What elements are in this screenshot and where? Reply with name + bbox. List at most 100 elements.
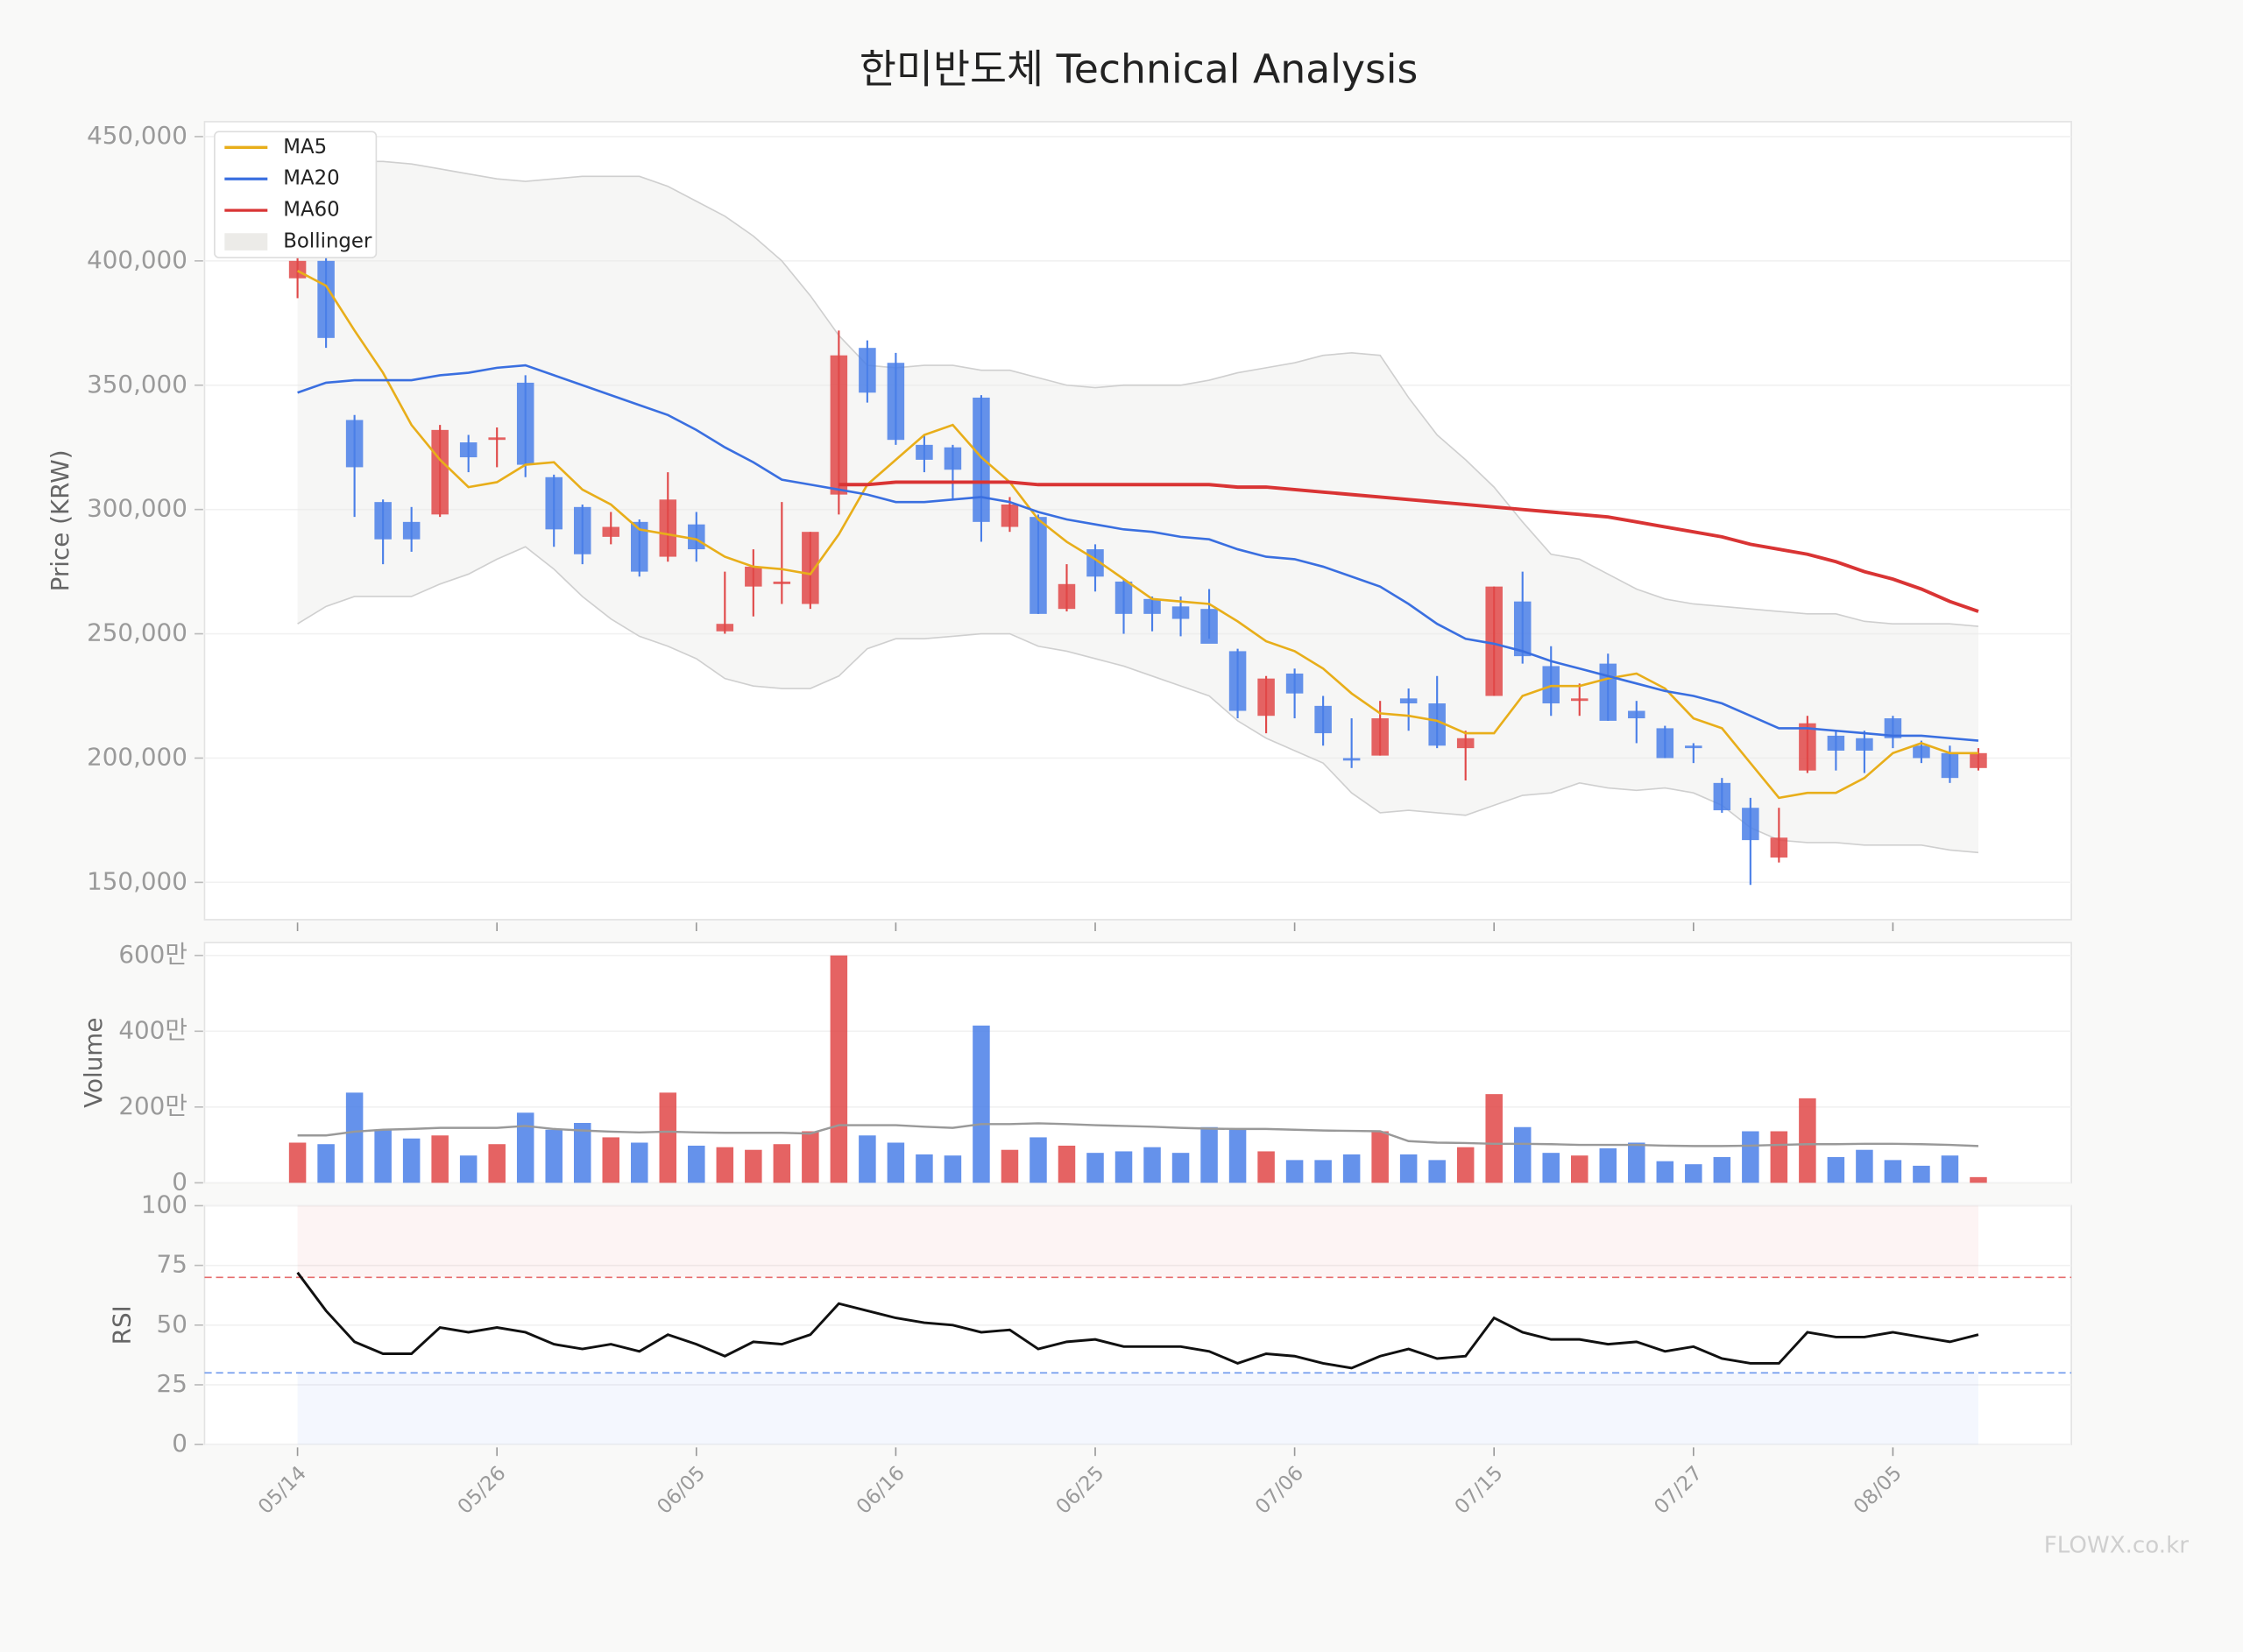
candle-body bbox=[1656, 728, 1674, 759]
volume-bar bbox=[1485, 1094, 1503, 1183]
volume-bar bbox=[1742, 1131, 1759, 1183]
moving-average bbox=[297, 364, 1979, 742]
volume-bar bbox=[1086, 1153, 1104, 1183]
rsi-line bbox=[296, 1271, 1979, 1370]
candle-body bbox=[1030, 517, 1047, 614]
bollinger-lower bbox=[297, 546, 1979, 854]
oversold-zone bbox=[297, 1373, 1978, 1445]
volume-bar bbox=[345, 1092, 364, 1183]
y-tick-label: 75 bbox=[157, 1250, 188, 1279]
volume-bar bbox=[631, 1142, 648, 1183]
y-tick-label: 300,000 bbox=[87, 494, 188, 523]
candle-body bbox=[1913, 745, 1930, 759]
volume-bar bbox=[802, 1131, 819, 1183]
volume-bar bbox=[1114, 1151, 1133, 1183]
volume-bar bbox=[887, 1142, 905, 1183]
candle-body bbox=[402, 521, 421, 540]
candle-body bbox=[1257, 678, 1275, 717]
volume-bar bbox=[1542, 1153, 1560, 1183]
volume-bar bbox=[1570, 1155, 1588, 1183]
volume-bar bbox=[317, 1144, 335, 1183]
volume-bar bbox=[830, 955, 848, 1183]
volume-bar bbox=[1143, 1147, 1161, 1183]
candle-body bbox=[1200, 609, 1218, 644]
candle-body bbox=[288, 260, 307, 279]
volume-bar bbox=[1314, 1160, 1332, 1183]
volume-bar bbox=[1941, 1155, 1959, 1183]
volume-bar bbox=[1513, 1126, 1532, 1183]
y-tick-label: 250,000 bbox=[87, 618, 188, 647]
candle-body bbox=[1542, 666, 1560, 704]
candle-body bbox=[1742, 808, 1759, 841]
volume-bar bbox=[944, 1155, 962, 1183]
legend-label: MA20 bbox=[283, 167, 339, 190]
candle-body bbox=[317, 260, 335, 338]
candle-body bbox=[602, 526, 620, 537]
candle-body bbox=[716, 624, 734, 632]
candle-body bbox=[1970, 752, 1987, 768]
y-axis-label: Volume bbox=[79, 1018, 108, 1108]
watermark: FLOWX.co.kr bbox=[2044, 1533, 2189, 1559]
candle-body bbox=[516, 382, 534, 465]
candle-body bbox=[374, 502, 392, 540]
candle-body bbox=[1599, 663, 1617, 721]
legend-label: MA5 bbox=[283, 136, 327, 159]
y-tick-label: 450,000 bbox=[87, 121, 188, 150]
candle-body bbox=[545, 477, 563, 530]
volume-bar bbox=[1456, 1147, 1475, 1183]
y-tick-label: 600만 bbox=[118, 940, 187, 969]
candle-body bbox=[859, 348, 876, 393]
legend-box bbox=[214, 131, 378, 258]
candle-body bbox=[1827, 735, 1845, 751]
y-tick-label: 50 bbox=[157, 1310, 188, 1338]
candle-body bbox=[1228, 651, 1247, 711]
volume-bar bbox=[916, 1154, 933, 1183]
volume-bar bbox=[1628, 1142, 1645, 1183]
candle-body bbox=[1485, 586, 1503, 696]
volume-average bbox=[297, 1122, 1979, 1147]
candle-body bbox=[1628, 710, 1645, 719]
overbought-zone bbox=[297, 1205, 1978, 1278]
candle-body bbox=[1314, 705, 1332, 734]
candle-body bbox=[1856, 738, 1873, 751]
candle-body bbox=[745, 566, 762, 587]
volume-bar bbox=[1058, 1145, 1076, 1183]
y-tick-label: 350,000 bbox=[87, 370, 188, 399]
y-tick-label: 0 bbox=[172, 1429, 188, 1458]
volume-bar bbox=[1342, 1154, 1361, 1183]
y-tick-label: 400,000 bbox=[87, 245, 188, 274]
volume-bar bbox=[545, 1129, 563, 1183]
volume-bar bbox=[516, 1112, 534, 1183]
candle-body bbox=[1456, 738, 1475, 749]
volume-bar bbox=[1171, 1153, 1190, 1183]
candle-body bbox=[1685, 745, 1702, 749]
volume-bar bbox=[1228, 1128, 1247, 1183]
volume-bar bbox=[745, 1149, 762, 1183]
candle-body bbox=[944, 447, 962, 470]
legend-label: Bollinger bbox=[283, 230, 372, 253]
volume-bar bbox=[602, 1137, 620, 1183]
candle-body bbox=[1285, 673, 1304, 694]
volume-bar bbox=[1599, 1147, 1617, 1183]
volume-bar bbox=[1913, 1165, 1930, 1183]
candle-body bbox=[1799, 723, 1816, 771]
volume-bar bbox=[573, 1122, 591, 1183]
candle-body bbox=[1371, 718, 1389, 756]
volume-bar bbox=[1656, 1161, 1674, 1183]
candle-body bbox=[431, 429, 449, 515]
y-tick-label: 200만 bbox=[118, 1091, 187, 1120]
y-tick-label: 400만 bbox=[118, 1015, 187, 1044]
y-tick-label: 25 bbox=[157, 1369, 188, 1398]
candle-body bbox=[1570, 698, 1588, 702]
volume-bar bbox=[859, 1135, 876, 1183]
volume-bar bbox=[1799, 1098, 1816, 1183]
candle-body bbox=[1428, 703, 1446, 746]
y-axis-label: RSI bbox=[107, 1305, 136, 1345]
panel bbox=[203, 121, 2072, 921]
volume-bar bbox=[1428, 1160, 1446, 1183]
volume-bar bbox=[773, 1144, 791, 1183]
candle-body bbox=[659, 499, 677, 557]
legend-swatch bbox=[224, 233, 268, 251]
volume-bar bbox=[1856, 1149, 1873, 1183]
